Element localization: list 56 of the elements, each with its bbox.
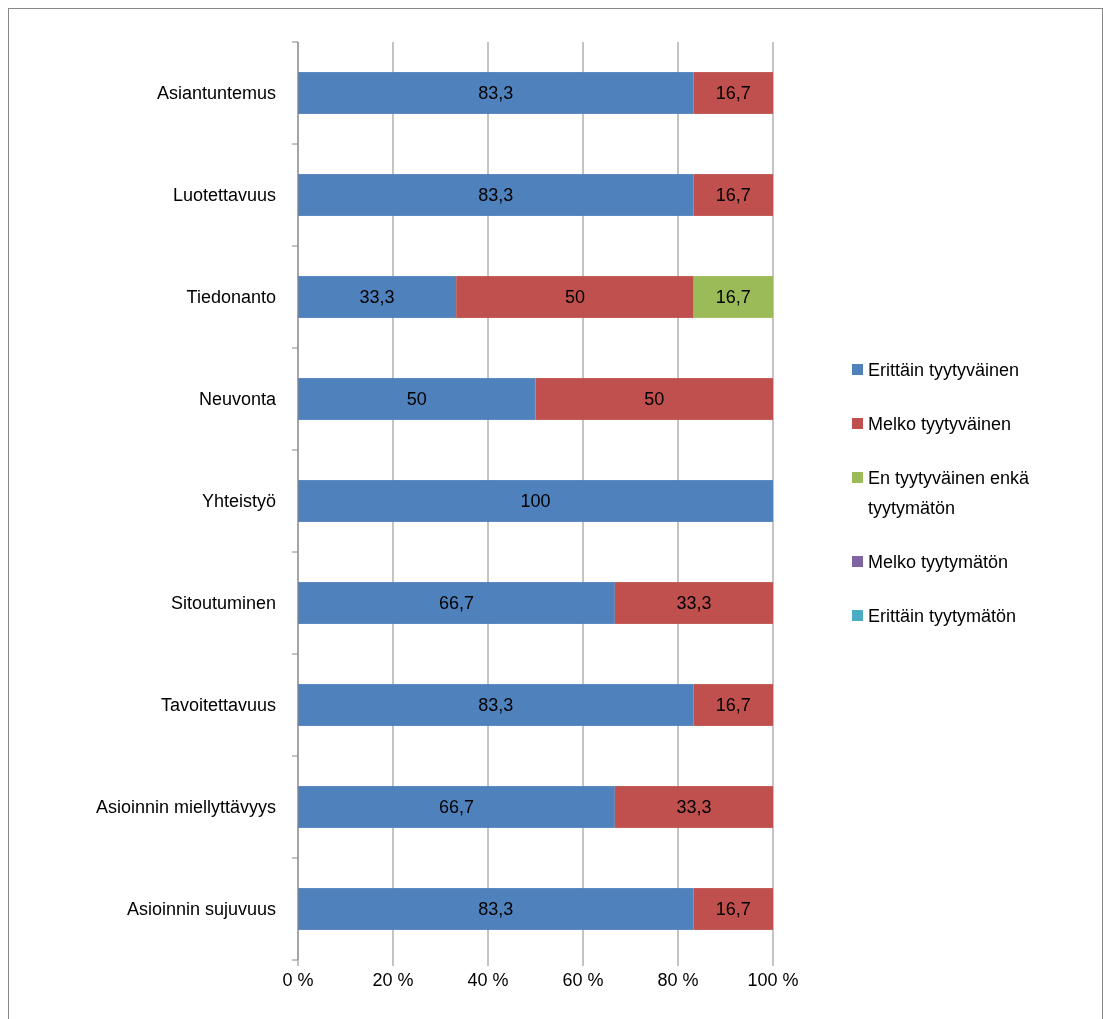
bar [614,582,773,624]
bar [693,684,773,726]
data-label: 16,7 [715,83,751,104]
bar [298,684,694,726]
x-tick-label: 20 % [372,970,414,990]
x-tick-label: 100 % [747,970,799,990]
bar [298,582,615,624]
x-tick-label: 0 % [282,970,314,990]
bar [298,378,536,420]
data-label: 16,7 [715,695,751,716]
x-tick-label: 60 % [562,970,604,990]
legend-label: Melko tyytyväinen [868,414,1012,435]
bar [298,276,457,318]
data-label: 50 [644,389,665,410]
data-label: 66,7 [438,593,474,614]
y-tick-label: Yhteistyö [201,491,276,512]
y-tick-label: Neuvonta [198,389,277,410]
bar [693,72,773,114]
legend-label: Erittäin tyytymätön [868,606,1017,627]
data-label: 83,3 [478,899,514,920]
bar [298,888,694,930]
data-label: 66,7 [438,797,474,818]
y-tick-label: Tiedonanto [186,287,276,308]
data-label: 50 [564,287,585,308]
data-label: 83,3 [478,185,514,206]
data-label: 16,7 [715,287,751,308]
bar [456,276,694,318]
y-tick-label: Asioinnin miellyttävyys [95,797,276,818]
data-label: 33,3 [676,797,712,818]
legend-label: Melko tyytymätön [868,552,1009,573]
bar [298,480,773,522]
y-tick-label: Asioinnin sujuvuus [126,899,276,920]
data-label: 16,7 [715,185,751,206]
x-tick-label: 80 % [657,970,699,990]
bar [614,786,773,828]
y-tick-label: Luotettavuus [172,185,276,206]
legend-label: Erittäin tyytyväinen [868,360,1020,381]
y-tick-label: Asiantuntemus [156,83,276,104]
data-label: 83,3 [478,83,514,104]
data-label: 33,3 [676,593,712,614]
legend-label: En tyytyväinen enkä tyytymätön [868,468,1031,519]
data-label: 83,3 [478,695,514,716]
bar [693,174,773,216]
y-tick-label: Tavoitettavuus [160,695,276,716]
data-label: 33,3 [359,287,395,308]
bar [298,174,694,216]
data-label: 50 [406,389,427,410]
bar [535,378,773,420]
data-label: 16,7 [715,899,751,920]
data-label: 100 [520,491,551,512]
bar [298,786,615,828]
y-tick-label: Sitoutuminen [170,593,276,614]
bar [298,72,694,114]
bar [693,276,773,318]
bar [693,888,773,930]
x-tick-label: 40 % [467,970,509,990]
